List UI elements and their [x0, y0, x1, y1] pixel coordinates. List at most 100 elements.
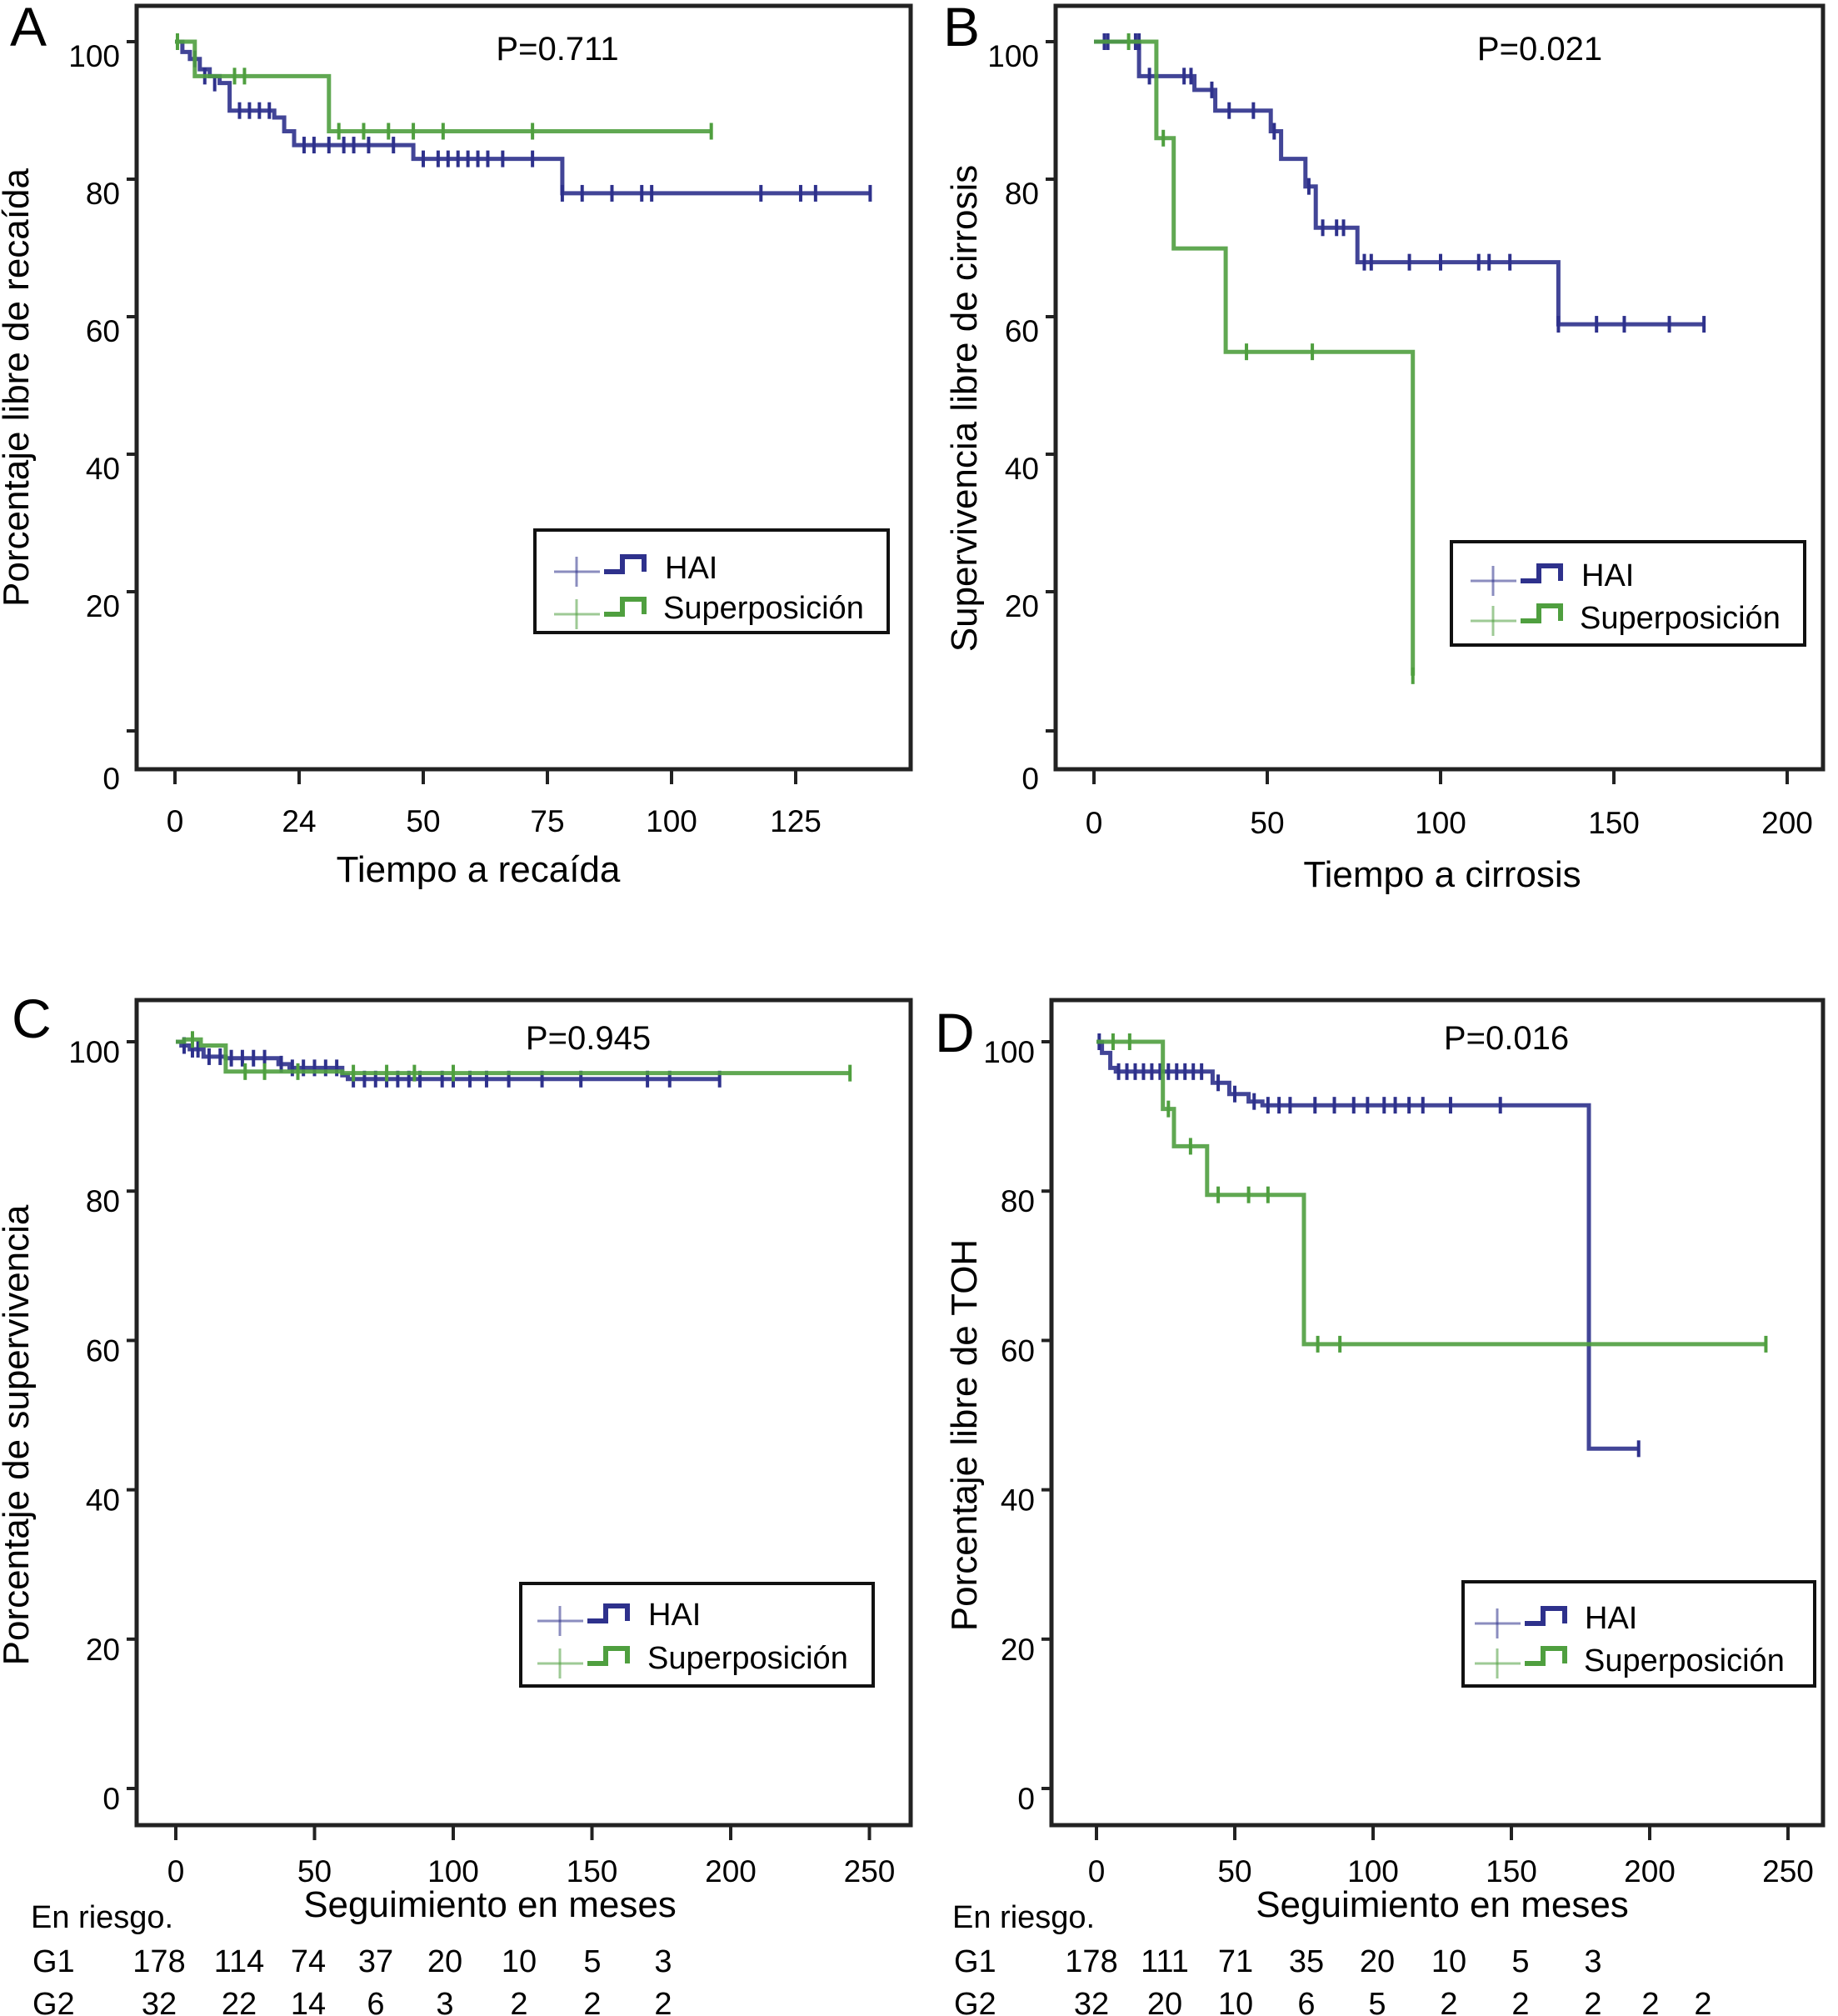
risk-count: 178 — [132, 1944, 185, 1979]
x-tick-label: 0 — [1086, 806, 1103, 840]
risk-count: 10 — [1218, 1987, 1253, 2016]
pvalue-a: P=0.711 — [496, 31, 618, 68]
x-tick-label: 0 — [167, 1854, 185, 1888]
y-axis-title-b: Supervivencia libre de cirrosis — [944, 165, 985, 652]
x-tick-label: 0 — [167, 804, 184, 838]
plot-frame-b — [1053, 3, 1826, 772]
y-tick-label: 20 — [86, 589, 120, 623]
panel-letter-c: C — [12, 988, 52, 1049]
legend-step — [1525, 1646, 1567, 1666]
x-axis-title-b: Tiempo a cirrosis — [1303, 854, 1581, 895]
km-curve-superposicion — [176, 1037, 851, 1076]
panel-letter-b: B — [943, 0, 980, 58]
legend-step — [1521, 603, 1563, 623]
risk-count: 5 — [1511, 1944, 1529, 1979]
x-tick-label: 150 — [1486, 1854, 1537, 1888]
panel-d: D P=0.016 Porcentaje libre de TOH Seguim… — [935, 998, 1826, 1925]
x-tick-label: 200 — [705, 1854, 757, 1888]
pvalue-b: P=0.021 — [1477, 31, 1602, 68]
risk-count: 10 — [1431, 1944, 1466, 1979]
legend-box-d — [1461, 1580, 1816, 1688]
panel-letter-d: D — [935, 1002, 975, 1063]
km-curve-hai — [1096, 1039, 1639, 1451]
x-tick-label: 250 — [844, 1854, 896, 1888]
legend-b: HAI Superposición — [1450, 540, 1806, 647]
legend-superposicion-label-c: Superposición — [647, 1641, 848, 1676]
risk-row-label: G1 — [954, 1944, 996, 1979]
risk-count: 6 — [1297, 1987, 1315, 2016]
risk-count: 111 — [1141, 1944, 1189, 1979]
risk-count: 10 — [502, 1944, 537, 1979]
risk-count: 2 — [1694, 1987, 1711, 2016]
km-curve-superposicion — [175, 39, 712, 133]
curves-b — [1094, 33, 1706, 684]
legend-superposicion-label-b: Superposición — [1580, 601, 1781, 636]
risk-count: 32 — [1074, 1987, 1109, 2016]
y-tick-label: 20 — [1001, 1633, 1035, 1667]
legend-superposicion-symbol-icon — [537, 1646, 630, 1678]
curves-a — [175, 33, 872, 202]
x-tick-label: 200 — [1761, 806, 1813, 840]
x-ticks-b: 0 50 100 150 200 — [1086, 769, 1813, 840]
y-tick-label: 0 — [102, 1782, 120, 1816]
y-tick-label: 40 — [1001, 1483, 1035, 1518]
panel-a: A P=0.711 Porcentaje libre de recaída Ti… — [0, 0, 913, 890]
risk-title-d: En riesgo. — [952, 1900, 1095, 1935]
y-tick-label: 40 — [86, 452, 120, 486]
y-tick-label: 60 — [1005, 314, 1039, 348]
x-tick-label: 0 — [1088, 1854, 1106, 1888]
risk-count: 22 — [222, 1987, 257, 2016]
x-tick-label: 100 — [427, 1854, 479, 1888]
panel-c: C P=0.945 Porcentaje de supervivencia Se… — [0, 988, 913, 1925]
risk-row-label: G1 — [32, 1944, 75, 1979]
legend-a: HAI Superposición — [533, 528, 890, 634]
x-tick-label: 250 — [1762, 1854, 1814, 1888]
x-ticks-d: 0 50 100 150 200 250 — [1088, 1825, 1814, 1888]
risk-title-c: En riesgo. — [31, 1900, 173, 1935]
x-tick-label: 75 — [530, 804, 564, 838]
legend-superposicion-symbol-icon — [1471, 603, 1563, 636]
x-ticks-c: 0 50 100 150 200 250 — [167, 1825, 896, 1888]
y-ticks-c: 100 80 60 40 20 0 — [68, 1035, 137, 1816]
legend-box-b — [1450, 540, 1806, 647]
legend-d: HAI Superposición — [1461, 1580, 1816, 1688]
x-axis-title-c: Seguimiento en meses — [303, 1884, 677, 1925]
pvalue-c: P=0.945 — [526, 1020, 651, 1057]
km-curve-hai — [175, 39, 871, 196]
risk-count: 178 — [1065, 1944, 1117, 1979]
risk-count: 2 — [510, 1987, 527, 2016]
legend-superposicion-label-a: Superposición — [663, 591, 864, 626]
y-tick-label: 20 — [1005, 589, 1039, 623]
legend-hai-symbol-icon — [537, 1603, 630, 1636]
legend-superposicion-symbol-icon — [1475, 1646, 1567, 1678]
legend-hai-label-a: HAI — [665, 551, 717, 586]
y-ticks-b: 100 80 60 40 20 0 — [987, 39, 1056, 796]
y-tick-label: 20 — [86, 1633, 120, 1667]
plot-frame-c — [134, 998, 913, 1828]
risk-count: 14 — [291, 1987, 326, 2016]
curves-d — [1096, 1033, 1768, 1458]
legend-c: HAI Superposición — [519, 1582, 875, 1688]
risk-count: 2 — [1584, 1987, 1601, 2016]
risk-count: 3 — [1584, 1944, 1601, 1979]
y-tick-label: 60 — [86, 1333, 120, 1368]
y-ticks-a: 100 80 60 40 20 0 — [68, 39, 137, 796]
risk-count: 20 — [427, 1944, 462, 1979]
risk-count: 71 — [1218, 1944, 1253, 1979]
panel-b: B P=0.021 Supervivencia libre de cirrosi… — [943, 0, 1826, 895]
pvalue-d: P=0.016 — [1444, 1020, 1569, 1057]
risk-row-label: G2 — [954, 1987, 996, 2016]
y-axis-title-a: Porcentaje libre de recaída — [0, 168, 37, 607]
y-tick-label: 60 — [86, 314, 120, 348]
risk-count: 37 — [358, 1944, 393, 1979]
x-tick-label: 150 — [567, 1854, 618, 1888]
legend-step — [604, 554, 647, 574]
y-tick-label: 0 — [1021, 762, 1039, 796]
risk-count: 20 — [1147, 1987, 1182, 2016]
risk-count: 5 — [1368, 1987, 1386, 2016]
risk-row-label: G2 — [32, 1987, 75, 2016]
y-ticks-d: 100 80 60 40 20 0 — [983, 1035, 1051, 1816]
risk-count: 2 — [654, 1987, 672, 2016]
x-tick-label: 125 — [770, 804, 822, 838]
